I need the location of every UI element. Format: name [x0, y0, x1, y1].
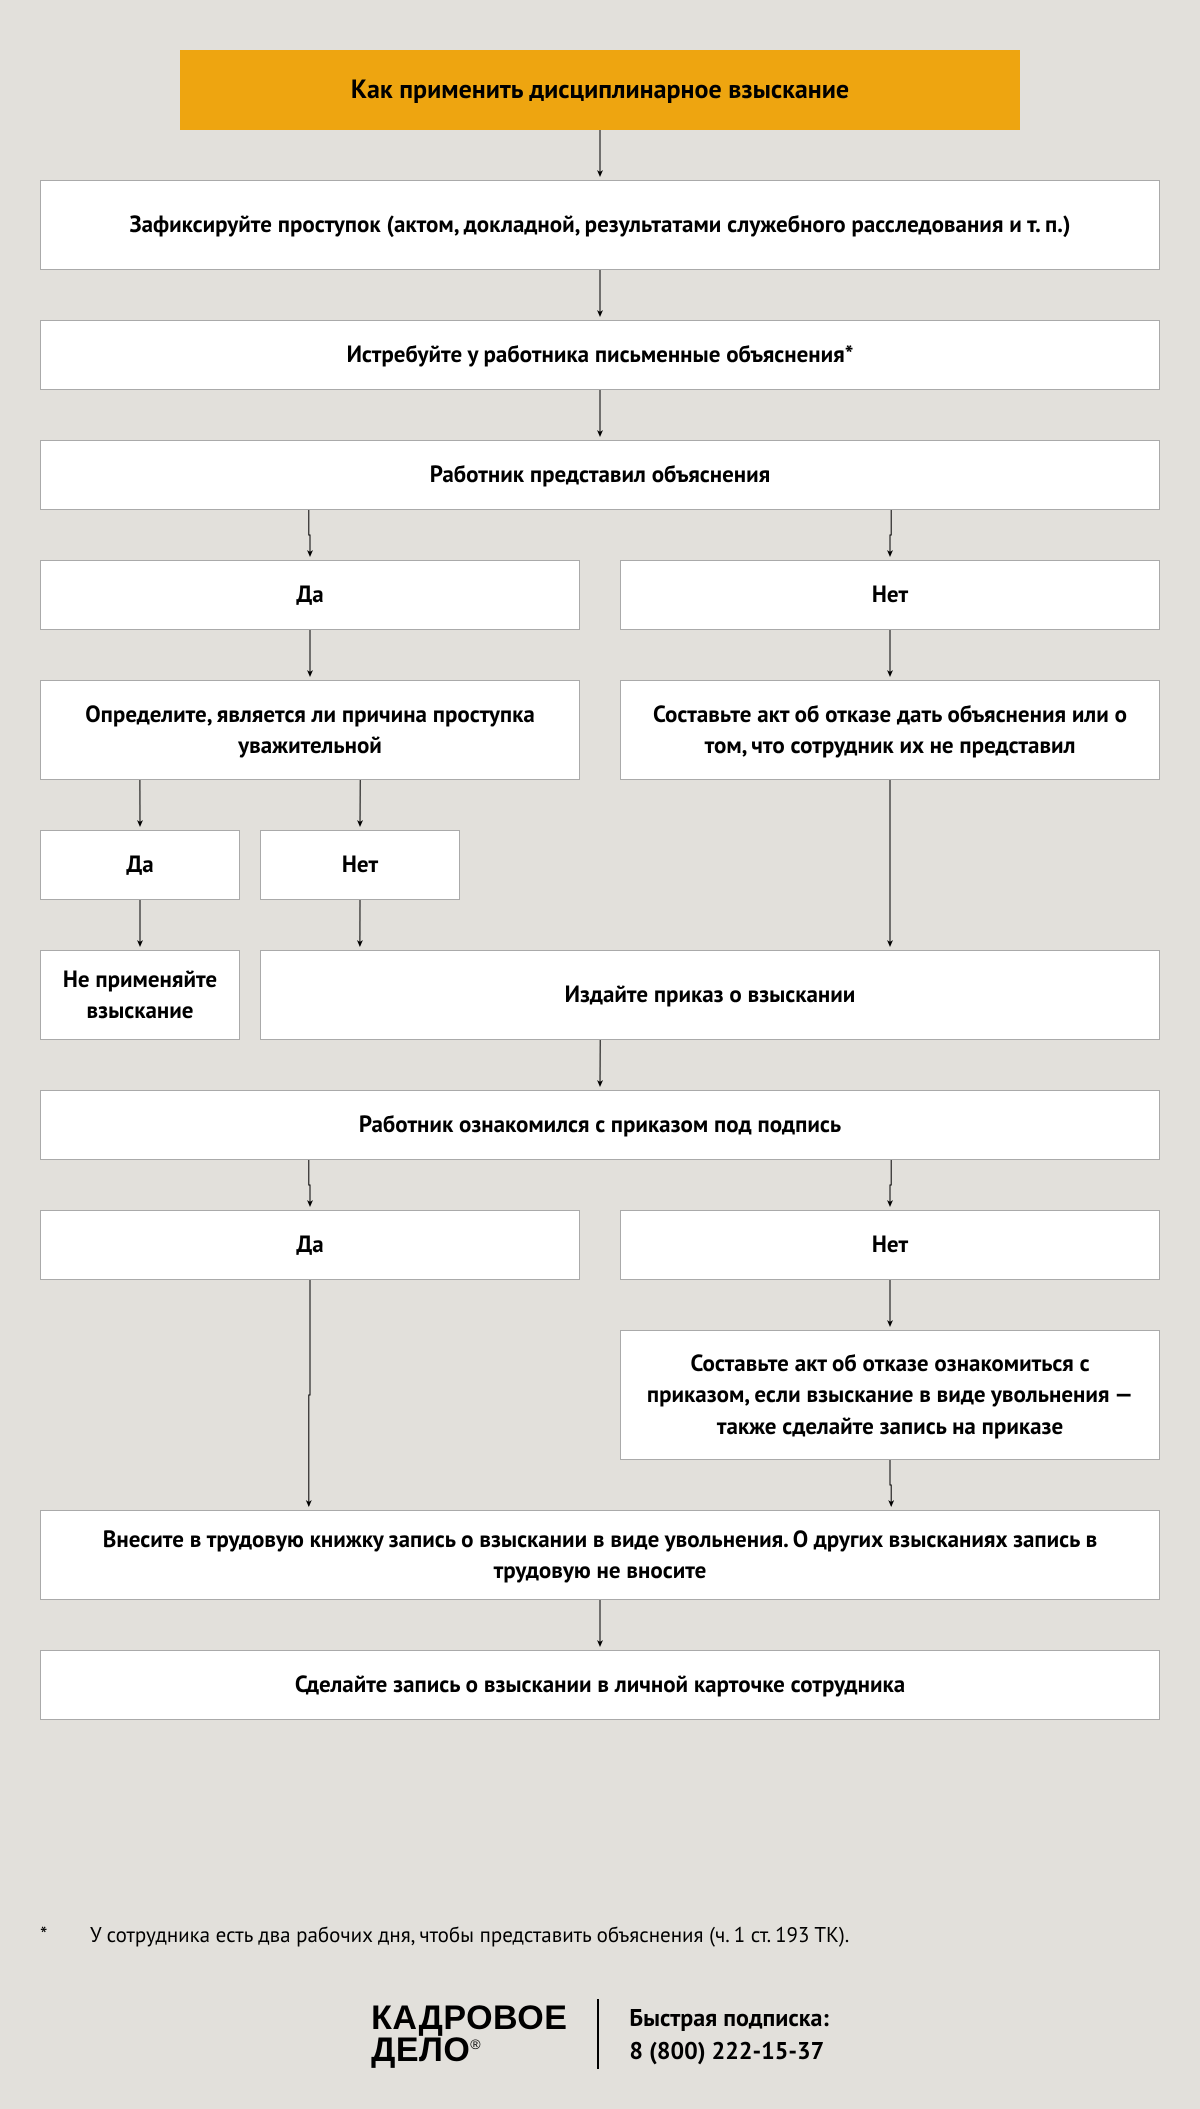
footer-divider	[597, 1999, 599, 2069]
flowchart-node-noapply: Не применяйте взыскание	[40, 950, 240, 1040]
sub-line1: Быстрая подписка:	[629, 2002, 829, 2033]
flowchart-canvas: Как применить дисциплинарное взыскание За…	[40, 50, 1160, 1890]
edge-sign-to-no3	[890, 1160, 891, 1206]
sub-line2: 8 (800) 222-15-37	[629, 2035, 824, 2066]
edge-act2-to-book	[890, 1460, 891, 1506]
flowchart-node-sign: Работник ознакомился с приказом под подп…	[40, 1090, 1160, 1160]
logo-reg: ®	[470, 2036, 481, 2052]
footer: КАДРОВОЕ ДЕЛО® Быстрая подписка: 8 (800)…	[40, 1999, 1160, 2069]
flowchart-node-no2: Нет	[260, 830, 460, 900]
flowchart-node-card: Сделайте запись о взыскании в личной кар…	[40, 1650, 1160, 1720]
footer-logo: КАДРОВОЕ ДЕЛО®	[371, 2002, 567, 2067]
flowchart-node-yes1: Да	[40, 560, 580, 630]
flowchart-node-no1: Нет	[620, 560, 1160, 630]
edge-sign-to-yes3	[309, 1160, 310, 1206]
flowchart-node-book: Внесите в трудовую книжку запись о взыск…	[40, 1510, 1160, 1600]
footnote-marker: *	[40, 1920, 90, 1949]
edge-provided-to-yes1	[309, 510, 310, 556]
flowchart-node-no3: Нет	[620, 1210, 1160, 1280]
flowchart-node-provided: Работник представил объяснения	[40, 440, 1160, 510]
flowchart-node-cause: Определите, является ли причина проступк…	[40, 680, 580, 780]
flowchart-node-request: Истребуйте у работника письменные объясн…	[40, 320, 1160, 390]
footer-subscription: Быстрая подписка: 8 (800) 222-15-37	[629, 2001, 829, 2068]
edge-provided-to-no1	[890, 510, 891, 556]
footnote-text: У сотрудника есть два рабочих дня, чтобы…	[90, 1920, 849, 1949]
flowchart-node-act2: Составьте акт об отказе ознакомиться с п…	[620, 1330, 1160, 1460]
logo-line2: ДЕЛО	[371, 2031, 470, 2069]
flowchart-node-yes2: Да	[40, 830, 240, 900]
flowchart-node-order: Издайте приказ о взыскании	[260, 950, 1160, 1040]
footnote: * У сотрудника есть два рабочих дня, что…	[40, 1920, 1160, 1949]
flowchart-node-fix: Зафиксируйте проступок (актом, докладной…	[40, 180, 1160, 270]
flowchart-node-act1: Составьте акт об отказе дать объяснения …	[620, 680, 1160, 780]
edge-yes3-to-book	[309, 1280, 310, 1506]
flowchart-node-title: Как применить дисциплинарное взыскание	[180, 50, 1020, 130]
flowchart-node-yes3: Да	[40, 1210, 580, 1280]
